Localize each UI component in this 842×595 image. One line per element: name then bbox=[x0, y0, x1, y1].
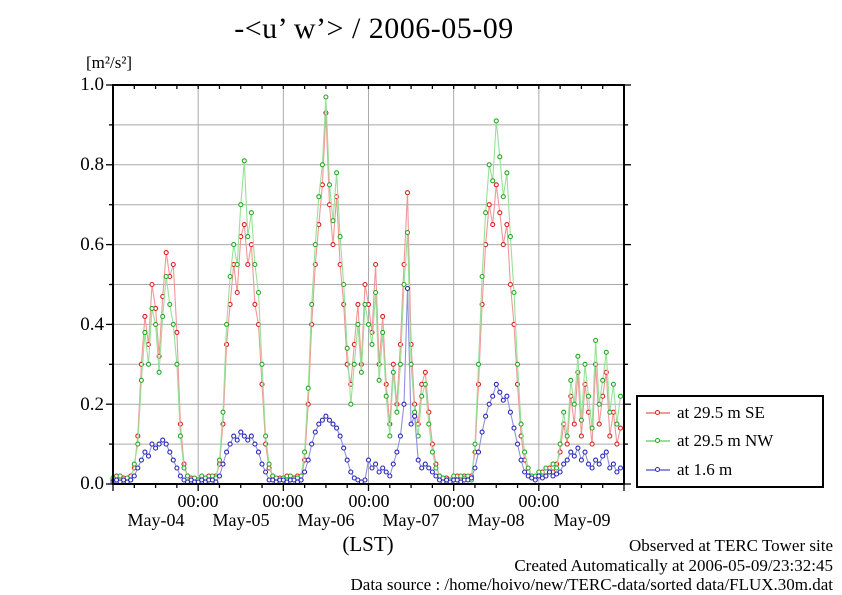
legend-marker-red bbox=[646, 408, 670, 418]
plot-gridlines bbox=[113, 85, 624, 484]
x-day-label: May-09 bbox=[553, 510, 611, 530]
legend-item-29-5m-nw: at 29.5 m NW bbox=[638, 431, 822, 451]
footer-annotations: Observed at TERC Tower site Created Auto… bbox=[351, 536, 834, 595]
chart-title: -<u’ w’> / 2006-05-09 bbox=[234, 12, 514, 45]
x-axis-unit-label: (LST) bbox=[342, 532, 394, 556]
legend-label: at 1.6 m bbox=[677, 459, 733, 479]
y-tick-label: 0.8 bbox=[80, 154, 104, 175]
series-at-29.5-m-nw bbox=[110, 94, 624, 483]
y-axis-unit-label: [m²/s²] bbox=[86, 53, 133, 72]
series-at-1.6-m bbox=[110, 285, 624, 485]
x-tick-time-label: 00:00 bbox=[518, 491, 560, 511]
legend-box: at 29.5 m SE at 29.5 m NW at 1.6 m bbox=[636, 395, 824, 488]
legend-item-1-6m: at 1.6 m bbox=[638, 460, 822, 480]
legend-item-29-5m-se: at 29.5 m SE bbox=[638, 403, 822, 423]
y-tick-label: 1.0 bbox=[80, 74, 104, 95]
x-tick-time-label: 00:00 bbox=[348, 491, 390, 511]
legend-label: at 29.5 m SE bbox=[677, 403, 765, 423]
x-tick-time-label: 00:00 bbox=[433, 491, 475, 511]
x-day-label: May-07 bbox=[382, 510, 440, 530]
plot-frame bbox=[112, 84, 625, 485]
legend-marker-green bbox=[646, 436, 670, 446]
x-tick-time-label: 00:00 bbox=[177, 491, 219, 511]
series-at-29.5-m-se bbox=[110, 110, 624, 483]
x-day-label: May-04 bbox=[127, 510, 185, 530]
footer-data-source: Data source : /home/hoivo/new/TERC-data/… bbox=[350, 575, 834, 594]
footer-created-at: Created Automatically at 2006-05-09/23:3… bbox=[514, 555, 833, 575]
y-tick-label: 0.2 bbox=[80, 394, 104, 415]
x-day-label: May-08 bbox=[467, 510, 525, 530]
y-tick-label: 0.4 bbox=[80, 314, 104, 335]
y-tick-label: 0.6 bbox=[80, 234, 104, 255]
y-tick-label: 0.0 bbox=[80, 473, 104, 494]
legend-label: at 29.5 m NW bbox=[677, 431, 774, 451]
x-day-label: May-05 bbox=[212, 510, 270, 530]
footer-observed-site: Observed at TERC Tower site bbox=[628, 536, 833, 555]
legend-marker-blue bbox=[646, 465, 670, 475]
x-day-label: May-06 bbox=[297, 510, 355, 530]
x-tick-time-label: 00:00 bbox=[262, 491, 304, 511]
